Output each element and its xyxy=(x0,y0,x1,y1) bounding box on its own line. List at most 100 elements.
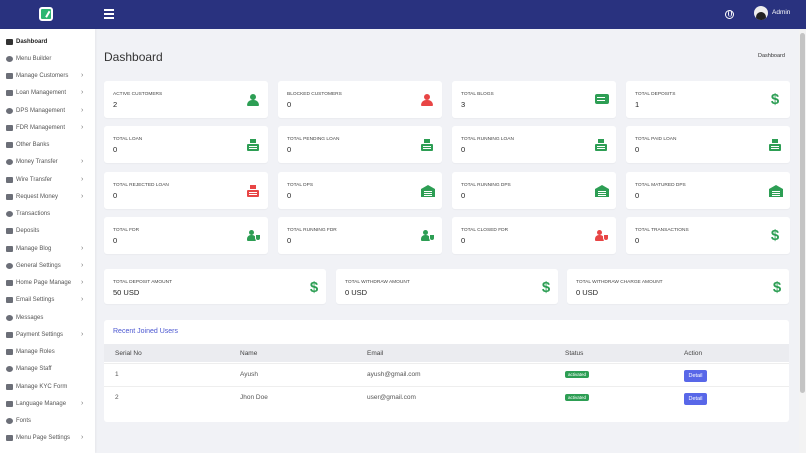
chevron-right-icon: › xyxy=(81,330,84,338)
scroll-thumb[interactable] xyxy=(800,33,805,393)
stat-label: TOTAL RUNNING LOAN xyxy=(461,137,514,142)
sidebar-item-label: FDR Management xyxy=(16,124,66,131)
sidebar-item-messages[interactable]: Messages xyxy=(0,309,95,326)
dollar-icon: $ xyxy=(541,279,551,296)
sidebar-item-label: Language Manage xyxy=(16,400,67,407)
sidebar-item-deposits[interactable]: Deposits xyxy=(0,223,95,240)
dps-management-icon xyxy=(6,107,13,114)
stat-card: TOTAL LOAN 0 xyxy=(104,126,268,163)
warehouse-icon xyxy=(769,185,783,197)
stat-card: TOTAL PAID LOAN 0 xyxy=(626,126,790,163)
cash-register-icon xyxy=(421,139,433,151)
stat-card: TOTAL WITHDRAW CHARGE AMOUNT 0 USD $ xyxy=(567,269,789,304)
sidebar-item-manage-kyc-form[interactable]: Manage KYC Form xyxy=(0,378,95,395)
recent-users-title: Recent Joined Users xyxy=(113,328,178,335)
breadcrumb[interactable]: Dashboard xyxy=(758,53,785,59)
sidebar-item-label: Payment Settings xyxy=(16,331,64,338)
language-manage-icon xyxy=(6,400,13,407)
chevron-right-icon: › xyxy=(81,261,84,269)
chevron-right-icon: › xyxy=(81,158,84,166)
sidebar-item-menu-page-settings[interactable]: Menu Page Settings › xyxy=(0,430,95,447)
sidebar-item-label: Manage Blog xyxy=(16,245,52,252)
chevron-right-icon: › xyxy=(81,279,84,286)
detail-button[interactable]: Detail xyxy=(684,370,707,382)
stat-value: 0 xyxy=(287,191,292,200)
sidebar-item-dashboard[interactable]: Dashboard xyxy=(0,33,95,50)
avatar[interactable] xyxy=(754,6,768,20)
sidebar-item-request-money[interactable]: Request Money › xyxy=(0,188,95,205)
bill-icon xyxy=(595,94,609,104)
sidebar-item-dps-management[interactable]: DPS Management › xyxy=(0,102,95,119)
language-globe-icon[interactable] xyxy=(725,10,734,19)
table-header: Serial No Name Email Status Action xyxy=(104,344,789,362)
sidebar-item-label: Manage Roles xyxy=(16,349,55,355)
sidebar-item-loan-management[interactable]: Loan Management › xyxy=(0,85,95,102)
sidebar-item-money-transfer[interactable]: Money Transfer › xyxy=(0,154,95,171)
sidebar-item-label: Menu Page Settings xyxy=(16,435,71,442)
stat-card: TOTAL CLOSED FDR 0 xyxy=(452,217,616,254)
stat-label: TOTAL PENDING LOAN xyxy=(287,137,340,142)
stat-value: 50 USD xyxy=(113,288,140,297)
logo[interactable] xyxy=(39,7,53,21)
chevron-right-icon: › xyxy=(81,244,84,252)
sidebar-item-label: General Settings xyxy=(16,262,61,269)
sidebar-item-manage-blog[interactable]: Manage Blog › xyxy=(0,240,95,257)
sidebar-item-fonts[interactable]: Fonts xyxy=(0,413,95,430)
sidebar-item-label: Manage Customers xyxy=(16,73,69,79)
stat-label: TOTAL REJECTED LOAN xyxy=(113,183,169,188)
manage-kyc-form-icon xyxy=(6,383,13,390)
sidebar-item-label: Deposits xyxy=(16,228,40,235)
sidebar-item-fdr-management[interactable]: FDR Management › xyxy=(0,119,95,136)
sidebar-item-menu-builder[interactable]: Menu Builder xyxy=(0,50,95,67)
sidebar-item-language-manage[interactable]: Language Manage › xyxy=(0,395,95,412)
stat-card: TOTAL TRANSACTIONS 0 $ xyxy=(626,217,790,254)
cash-register-icon xyxy=(247,139,259,151)
stat-label: TOTAL WITHDRAW CHARGE AMOUNT xyxy=(576,280,663,285)
sidebar-item-manage-roles[interactable]: Manage Roles xyxy=(0,344,95,361)
sidebar-item-transactions[interactable]: Transactions xyxy=(0,206,95,223)
dollar-icon: $ xyxy=(772,279,782,296)
chevron-right-icon: › xyxy=(81,106,84,114)
manage-customers-icon xyxy=(6,73,13,79)
sidebar-item-manage-staff[interactable]: Manage Staff xyxy=(0,361,95,378)
sidebar-item-label: Dashboard xyxy=(16,38,48,45)
sidebar-item-label: Manage KYC Form xyxy=(16,383,68,390)
column-serial: Serial No xyxy=(115,350,142,357)
stat-value: 0 xyxy=(635,236,640,245)
sidebar-item-label: Loan Management xyxy=(16,90,67,97)
detail-button[interactable]: Detail xyxy=(684,393,707,405)
stat-value: 0 xyxy=(635,145,640,154)
sidebar-item-label: Fonts xyxy=(16,418,32,424)
sidebar: Dashboard Menu Builder Manage Customers › Lo… xyxy=(0,29,95,453)
table-row: 1 Ayush ayush@gmail.com activated Detail xyxy=(104,363,789,386)
sidebar-item-other-banks[interactable]: Other Banks xyxy=(0,137,95,154)
sidebar-item-general-settings[interactable]: General Settings › xyxy=(0,257,95,274)
other-banks-icon xyxy=(6,142,13,148)
chevron-right-icon: › xyxy=(81,175,84,183)
stat-label: TOTAL CLOSED FDR xyxy=(461,228,509,233)
menu-toggle-icon[interactable] xyxy=(104,9,114,19)
sidebar-item-label: Wire Transfer xyxy=(16,176,53,183)
sidebar-item-label: Email Settings xyxy=(16,297,55,304)
row-email: ayush@gmail.com xyxy=(367,371,421,378)
sidebar-item-email-settings[interactable]: Email Settings › xyxy=(0,292,95,309)
sidebar-item-wire-transfer[interactable]: Wire Transfer › xyxy=(0,171,95,188)
chevron-right-icon: › xyxy=(81,296,84,304)
status-badge: activated xyxy=(565,394,590,401)
dollar-icon: $ xyxy=(770,227,780,244)
chevron-right-icon: › xyxy=(81,434,84,442)
sidebar-item-label: Home Page Manage xyxy=(16,280,72,286)
table-row: 2 Jhon Doe user@gmail.com activated Deta… xyxy=(104,386,789,409)
stat-label: TOTAL FDR xyxy=(113,228,140,233)
stat-value: 3 xyxy=(461,100,466,109)
stat-label: TOTAL RUNNING FDR xyxy=(287,228,337,233)
sidebar-item-home-page-manage[interactable]: Home Page Manage › xyxy=(0,275,95,292)
admin-name[interactable]: Admin xyxy=(772,9,791,16)
sidebar-item-payment-settings[interactable]: Payment Settings › xyxy=(0,326,95,343)
sidebar-item-label: Manage Staff xyxy=(16,366,52,373)
page-scrollbar[interactable] xyxy=(799,29,806,453)
manage-roles-icon xyxy=(6,349,13,355)
home-page-manage-icon xyxy=(6,280,13,286)
stat-value: 0 USD xyxy=(576,288,599,297)
sidebar-item-manage-customers[interactable]: Manage Customers › xyxy=(0,68,95,85)
